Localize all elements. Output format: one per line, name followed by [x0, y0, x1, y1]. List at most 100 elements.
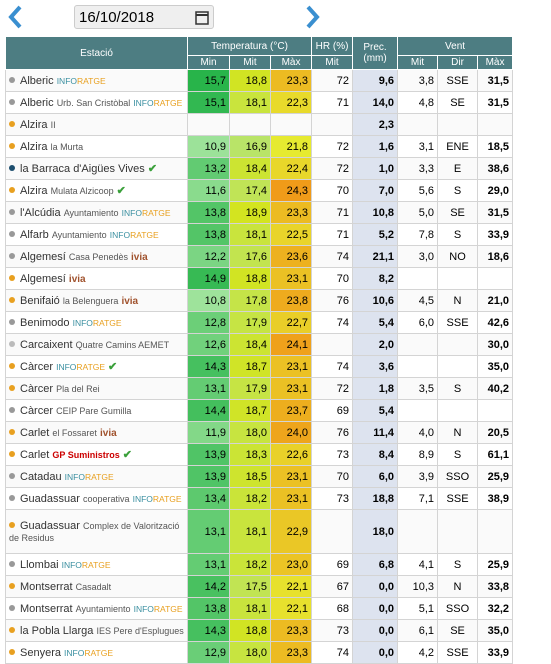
value-cell: 14,3	[187, 355, 230, 378]
station-detail: Mulata Alzicoop	[50, 186, 114, 196]
station-name: Carcaixent	[20, 338, 73, 351]
station-name: Montserrat	[20, 602, 73, 615]
value-cell: 8,2	[352, 267, 399, 290]
station-cell: Llombai INFORATGE	[5, 553, 188, 576]
value-cell: 22,6	[269, 443, 313, 466]
value-cell: 69	[311, 399, 354, 422]
value-cell: 1,6	[352, 135, 399, 158]
value-cell: 5,0	[397, 201, 439, 224]
value-cell	[311, 509, 354, 554]
station-name: Algemesí	[20, 250, 66, 263]
station-cell: Guadassuar cooperativa INFORATGE	[5, 487, 188, 510]
station-cell: Benimodo INFORATGE	[5, 311, 188, 334]
station-row: Guadassuar Complex de Valorització de Re…	[5, 509, 514, 554]
value-cell: S	[437, 179, 479, 202]
station-cell: Guadassuar Complex de Valorització de Re…	[5, 509, 188, 554]
status-dot	[9, 165, 15, 171]
value-cell: 15,1	[187, 91, 230, 114]
value-cell: 15,7	[187, 69, 230, 92]
value-cell: 22,5	[269, 223, 313, 246]
station-detail: Pla del Rei	[56, 383, 100, 394]
status-dot	[9, 428, 15, 435]
value-cell: 13,8	[187, 597, 230, 620]
value-cell: 23,3	[269, 201, 313, 224]
value-cell: 40,2	[477, 377, 514, 400]
value-cell: 3,5	[397, 377, 439, 400]
header-text: Prec.	[363, 42, 387, 53]
station-name: Algemesí	[20, 272, 66, 285]
value-cell: 33,9	[477, 223, 514, 246]
next-day[interactable]	[304, 4, 322, 30]
value-cell: 67	[311, 575, 354, 598]
value-cell: 6,0	[397, 311, 439, 334]
value-cell: 35,0	[477, 619, 514, 642]
value-cell: 10,9	[187, 135, 230, 158]
value-cell: 4,1	[397, 553, 439, 576]
value-cell: 35,0	[477, 355, 514, 378]
value-cell: 10,6	[352, 289, 399, 312]
status-dot	[9, 451, 15, 457]
station-name: l'Alcúdia	[20, 206, 61, 219]
brand-part: INFO	[132, 493, 153, 504]
value-cell: 74	[311, 641, 354, 664]
value-cell: 23,1	[269, 355, 313, 378]
prev-day[interactable]	[6, 4, 24, 30]
value-cell	[437, 355, 479, 378]
value-cell	[477, 267, 514, 290]
value-cell: 3,8	[397, 69, 439, 92]
value-cell: 3,1	[397, 135, 439, 158]
station-name: la Pobla Llarga	[20, 624, 94, 637]
station-cell: Algemesí ivia	[5, 267, 188, 290]
value-cell	[437, 113, 479, 136]
status-dot	[9, 626, 15, 633]
value-cell: 16,9	[229, 135, 271, 158]
value-cell: 71	[311, 201, 354, 224]
value-cell: 10,8	[352, 201, 399, 224]
value-cell: 18,1	[229, 509, 271, 554]
calendar-icon[interactable]	[195, 10, 209, 25]
brand-logo: ivia	[131, 251, 148, 263]
value-cell: 17,5	[229, 575, 271, 598]
status-dot	[9, 208, 15, 215]
value-cell: SE	[437, 201, 479, 224]
station-row: Algemesí ivia 14,9 18,8 23,1 70 8,2	[5, 267, 514, 290]
station-name: Senyera	[20, 646, 61, 659]
check-mark: ✔	[122, 449, 132, 461]
value-cell: 21,1	[352, 245, 399, 268]
station-name: Alzira	[20, 118, 48, 131]
value-cell: 74	[311, 355, 354, 378]
station-row: Càrcer INFORATGE ✔ 14,3 18,7 23,1 74 3,6 35,0	[5, 355, 514, 378]
value-cell: 18,8	[229, 69, 271, 92]
value-cell: 23,1	[269, 377, 313, 400]
value-cell: 23,8	[269, 289, 313, 312]
status-dot	[9, 384, 15, 391]
station-row: la Barraca d'Aigües Vives ✔ 13,2 18,4 22,4 72…	[5, 157, 514, 180]
status-dot	[9, 76, 15, 83]
value-cell: 2,3	[352, 113, 399, 136]
station-name: Alzira	[20, 185, 48, 197]
station-detail: Ayuntamiento	[63, 207, 119, 218]
value-cell: 33,9	[477, 641, 514, 664]
station-row: Algemesí Casa Penedès ivia 12,2 17,6 23,6 74…	[5, 245, 514, 268]
brand-logo: INFORATGE	[110, 229, 159, 241]
header: Vent	[397, 36, 514, 56]
station-detail: CEIP Pare Gumilla	[56, 405, 132, 416]
brand-logo: ivia	[121, 295, 139, 307]
brand-logo: INFORATGE	[65, 471, 114, 483]
station-row: Montserrat Casadalt 14,2 17,5 22,1 67 0,0 10,3…	[5, 575, 514, 598]
value-cell: 1,0	[352, 157, 399, 180]
status-dot	[9, 274, 15, 281]
brand-logo: INFORATGE	[134, 603, 183, 615]
value-cell: 72	[311, 157, 354, 180]
header-unit: (mm)	[363, 53, 387, 64]
value-cell: 8,4	[352, 443, 399, 466]
station-cell: Catadau INFORATGE	[5, 465, 188, 488]
value-cell: 70	[311, 267, 354, 290]
station-row: l'Alcúdia Ayuntamiento INFORATGE 13,8 18,9…	[5, 201, 514, 224]
value-cell: 14,3	[187, 619, 230, 642]
date-input[interactable]: 16/10/2018	[74, 5, 214, 29]
station-cell: la Pobla Llarga IES Pere d'Esplugues	[5, 619, 188, 642]
brand-part: INFO	[133, 603, 154, 614]
station-cell: la Barraca d'Aigües Vives ✔	[5, 157, 188, 180]
value-cell: N	[437, 575, 479, 598]
